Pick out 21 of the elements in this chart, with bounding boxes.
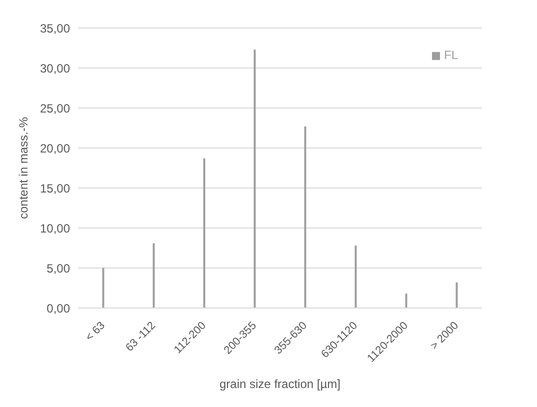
bar — [152, 243, 155, 308]
y-tick-label: 25,00 — [40, 101, 70, 116]
bar — [405, 294, 408, 308]
y-tick-label: 10,00 — [40, 221, 70, 236]
y-tick-label: 15,00 — [40, 181, 70, 196]
y-tick-label: 35,00 — [40, 21, 70, 36]
bar — [254, 50, 256, 308]
bar — [102, 268, 104, 308]
bar — [354, 246, 357, 308]
x-axis-title: grain size fraction [µm] — [220, 377, 340, 391]
y-tick-label: 5,00 — [46, 261, 70, 276]
x-tick-label: 63 -112 — [124, 320, 158, 354]
y-tick-label: 0,00 — [46, 301, 70, 316]
bar — [203, 158, 206, 308]
bar — [304, 126, 306, 308]
y-axis-title: content in mass.-% — [16, 116, 30, 220]
y-tick-label: 30,00 — [40, 61, 70, 76]
x-tick-label: < 63 — [84, 320, 108, 344]
bar — [456, 282, 458, 308]
legend-label: FL — [444, 48, 458, 62]
y-tick-label: 20,00 — [40, 141, 70, 156]
